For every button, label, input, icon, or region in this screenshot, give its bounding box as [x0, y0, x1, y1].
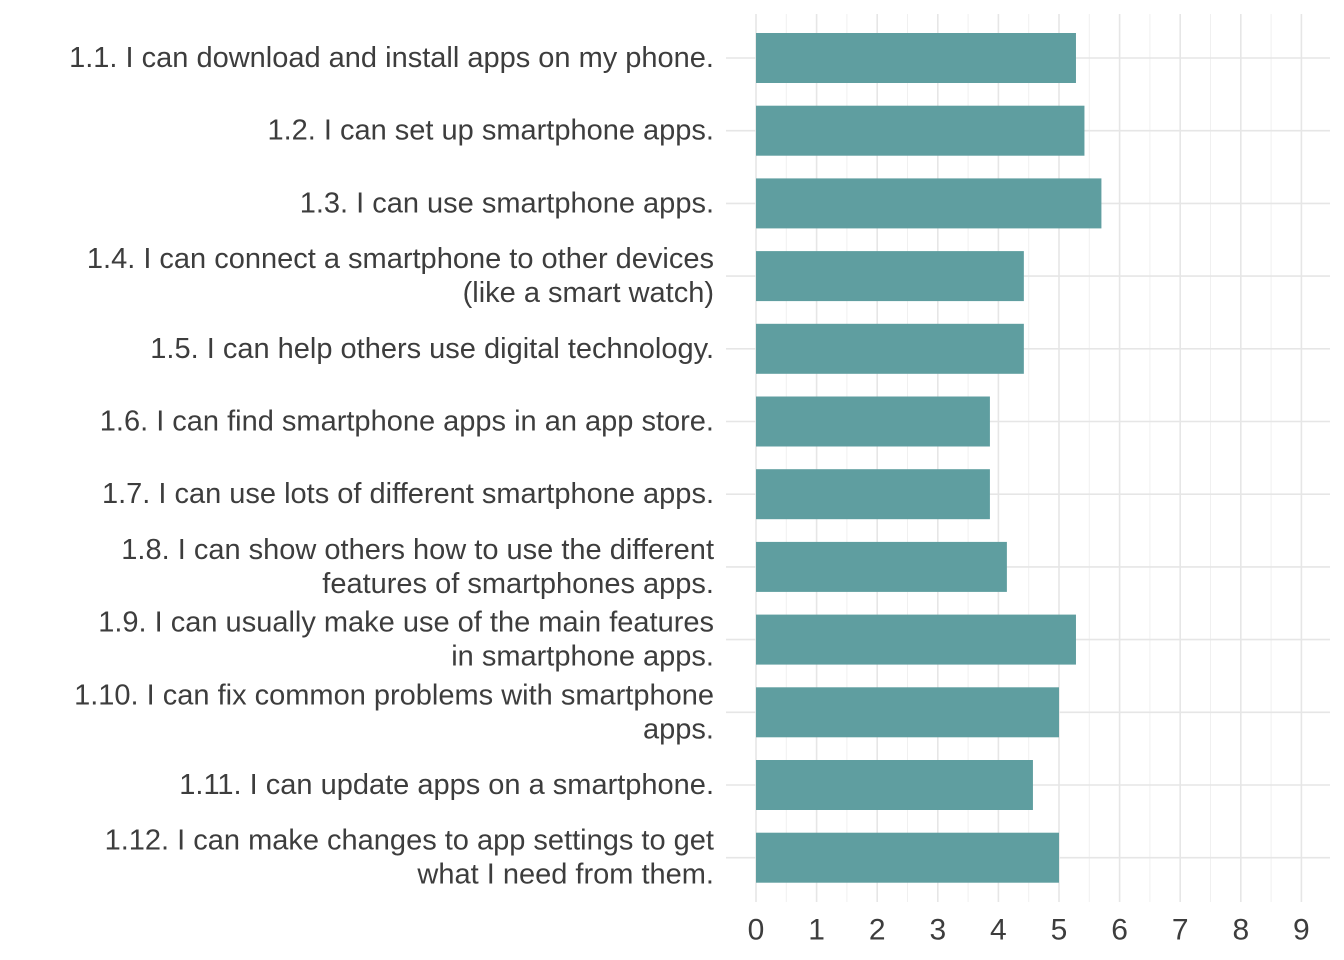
category-label: 1.5. I can help others use digital techn… [150, 333, 714, 365]
bar [756, 614, 1076, 665]
category-label: 1.7. I can use lots of different smartph… [102, 478, 714, 510]
category-label: 1.4. I can connect a smartphone to other… [87, 243, 714, 275]
bar [756, 541, 1007, 592]
bar [756, 178, 1102, 229]
category-label: apps. [643, 713, 714, 745]
category-label: in smartphone apps. [451, 641, 714, 673]
x-tick-label: 0 [748, 914, 765, 947]
bar [756, 832, 1059, 883]
bar [756, 323, 1024, 374]
bar [756, 687, 1059, 738]
x-tick-label: 1 [808, 914, 825, 947]
x-tick-label: 7 [1172, 914, 1189, 947]
x-tick-label: 8 [1232, 914, 1249, 947]
grid-lines [726, 14, 1330, 902]
category-label: 1.1. I can download and install apps on … [69, 42, 714, 74]
category-label: 1.10. I can fix common problems with sma… [74, 679, 714, 711]
category-label: features of smartphones apps. [322, 568, 714, 600]
category-label: 1.12. I can make changes to app settings… [105, 825, 714, 857]
category-labels: 1.1. I can download and install apps on … [69, 42, 714, 891]
category-label: what I need from them. [416, 859, 714, 891]
x-tick-label: 2 [869, 914, 886, 947]
bar [756, 396, 990, 447]
bar [756, 469, 990, 520]
category-label: 1.8. I can show others how to use the di… [121, 534, 714, 566]
category-label: 1.3. I can use smartphone apps. [300, 187, 714, 219]
x-tick-label: 5 [1051, 914, 1068, 947]
bar [756, 33, 1076, 83]
bars [756, 33, 1102, 883]
category-label: 1.11. I can update apps on a smartphone. [179, 769, 714, 801]
bar [756, 251, 1024, 302]
category-label: 1.6. I can find smartphone apps in an ap… [100, 406, 714, 438]
x-tick-label: 9 [1293, 914, 1310, 947]
category-label: 1.2. I can set up smartphone apps. [267, 115, 714, 147]
bar [756, 760, 1033, 810]
x-tick-label: 3 [929, 914, 946, 947]
x-tick-label: 6 [1111, 914, 1128, 947]
x-tick-labels: 0 1 2 3 4 5 6 7 8 9 [748, 914, 1310, 947]
category-label: (like a smart watch) [463, 277, 714, 309]
category-label: 1.9. I can usually make use of the main … [98, 607, 714, 639]
bar [756, 105, 1085, 156]
x-tick-label: 4 [990, 914, 1007, 947]
